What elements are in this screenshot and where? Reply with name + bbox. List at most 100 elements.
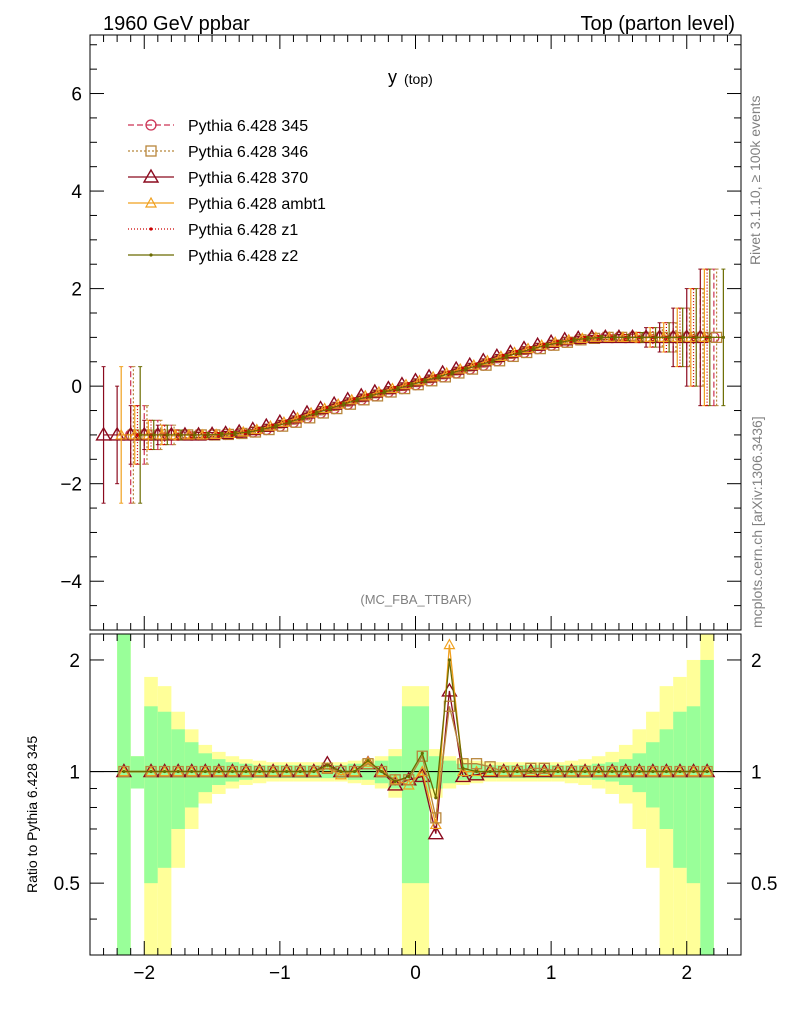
- ratio-point: [149, 769, 153, 774]
- ratio-y-tick-label: 0.5: [54, 874, 80, 895]
- y-tick-label: −2: [60, 475, 82, 496]
- x-tick-label: 0: [410, 963, 421, 984]
- mcplots-label: mcplots.cern.ch [arXiv:1306.3436]: [749, 416, 765, 628]
- data-point: [504, 354, 508, 358]
- header-right: Top (parton level): [580, 13, 735, 35]
- legend-marker: [144, 196, 158, 208]
- legend-marker: [149, 253, 153, 257]
- ratio-point: [203, 769, 207, 774]
- data-point: [531, 346, 536, 351]
- ratio-panel: 0.5 0.5 1 1 2 2 −2 −1 0 1 2: [54, 633, 777, 984]
- y-tick-label: 2: [71, 280, 82, 301]
- ratio-point: [525, 762, 537, 775]
- ratio-point: [416, 765, 429, 777]
- data-point: [192, 433, 197, 437]
- plot-title-sub: (top): [404, 71, 433, 87]
- band-green: [686, 706, 701, 884]
- data-point: [667, 335, 671, 339]
- ratio-point: [407, 774, 411, 779]
- ratio-point: [416, 750, 428, 762]
- ratio-point: [583, 769, 587, 774]
- band-green: [401, 706, 416, 884]
- ratio-point: [230, 769, 235, 774]
- ratio-point: [427, 825, 445, 840]
- ratio-point: [610, 769, 614, 774]
- legend-marker: [145, 145, 157, 157]
- band-green: [144, 706, 158, 884]
- data-point: [681, 335, 685, 339]
- ratio-point: [515, 769, 519, 774]
- ratio-y-tick-label: 2: [69, 651, 80, 672]
- legend-label: Pythia 6.428 346: [188, 144, 308, 161]
- x-tick-label: −1: [269, 963, 291, 984]
- ratio-point: [403, 774, 415, 786]
- x-tick-label: −2: [133, 963, 155, 984]
- y-tick-label: −4: [60, 572, 82, 593]
- data-point: [450, 371, 454, 375]
- ratio-point: [443, 638, 456, 650]
- data-point: [206, 433, 210, 437]
- data-point: [95, 426, 112, 441]
- ratio-point: [352, 769, 357, 774]
- data-point: [355, 398, 359, 402]
- ratio-point: [362, 755, 375, 767]
- ratio-point: [429, 818, 442, 830]
- legend-label: Pythia 6.428 z2: [188, 248, 298, 265]
- legend: Pythia 6.428 345 Pythia 6.428 346 Pythia 6…: [128, 118, 326, 265]
- legend-label: Pythia 6.428 345: [188, 118, 308, 135]
- data-point: [115, 428, 128, 440]
- ratio-y-tick-label: 1: [69, 763, 80, 784]
- ratio-point: [176, 769, 180, 774]
- data-point: [409, 383, 414, 387]
- band-green: [673, 711, 687, 868]
- data-point: [599, 335, 603, 339]
- ratio-point: [488, 769, 492, 774]
- ratio-point: [691, 769, 696, 774]
- data-point: [219, 432, 224, 437]
- band-green: [659, 729, 674, 829]
- data-point: [165, 433, 169, 437]
- ratio-point: [624, 769, 628, 774]
- legend-marker: [149, 227, 153, 231]
- ratio-point: [481, 763, 499, 778]
- ratio-point: [536, 763, 553, 778]
- data-point: [342, 402, 346, 406]
- legend-label: Pythia 6.428 z1: [188, 222, 298, 239]
- ratio-point: [122, 769, 126, 774]
- x-tick-label: 1: [546, 963, 557, 984]
- legend-label: Pythia 6.428 370: [188, 170, 308, 187]
- data-point: [559, 340, 563, 344]
- ratio-point: [285, 769, 289, 774]
- series-line: [140, 336, 724, 436]
- ratio-point: [637, 769, 641, 774]
- ratio-point: [362, 758, 374, 770]
- ratio-point: [556, 769, 560, 774]
- ratio-point: [678, 769, 682, 774]
- rivet-version-label: Rivet 3.1.10, ≥ 100k events: [747, 95, 763, 265]
- ratio-point: [651, 769, 655, 774]
- data-point: [233, 431, 237, 436]
- x-tick-label: 2: [681, 963, 692, 984]
- ratio-point: [190, 769, 194, 774]
- data-point: [491, 359, 495, 363]
- data-point: [626, 335, 631, 339]
- ratio-point: [430, 812, 442, 824]
- band-green: [184, 742, 199, 808]
- band-green: [117, 634, 131, 955]
- data-point: [247, 430, 251, 434]
- data-point: [423, 379, 427, 383]
- legend-label: Pythia 6.428 ambt1: [188, 196, 326, 213]
- data-point: [694, 335, 698, 339]
- ratio-point: [257, 769, 262, 774]
- data-point: [382, 390, 386, 394]
- legend-marker: [145, 119, 157, 131]
- ratio-point: [538, 762, 550, 775]
- ratio-point: [379, 769, 384, 774]
- ratio-point: [312, 769, 316, 774]
- ratio-y-tick-label-right: 1: [751, 763, 762, 784]
- series-line: [133, 336, 717, 436]
- ratio-series-z2: [122, 658, 709, 800]
- data-point: [708, 335, 712, 339]
- y-tick-label: 0: [71, 377, 82, 398]
